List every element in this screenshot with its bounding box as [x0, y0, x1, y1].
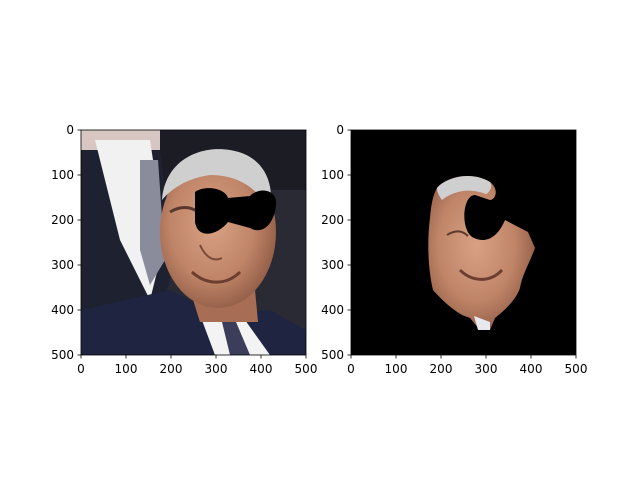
right-y-tick-label: 300 — [321, 258, 344, 272]
right-y-tick-label: 200 — [321, 213, 344, 227]
right-segment — [351, 130, 576, 355]
left-y-tick-label: 0 — [66, 123, 74, 137]
left-x-tick-label: 100 — [115, 362, 138, 376]
right-y-tick-label: 500 — [321, 348, 344, 362]
right-y-tick-label: 0 — [336, 123, 344, 137]
left-x-tick-label: 0 — [77, 362, 85, 376]
left-y-tick-label: 200 — [51, 213, 74, 227]
left-y-tick-label: 400 — [51, 303, 74, 317]
right-x-tick-label: 300 — [475, 362, 498, 376]
left-photo — [81, 130, 306, 355]
left-x-tick-label: 400 — [250, 362, 273, 376]
right-x-tick-label: 500 — [565, 362, 588, 376]
right-x-tick-label: 200 — [430, 362, 453, 376]
right-y-tick-label: 100 — [321, 168, 344, 182]
left-x-tick-label: 200 — [160, 362, 183, 376]
right-frame — [350, 129, 577, 356]
right-x-tick-label: 400 — [520, 362, 543, 376]
left-y-tick-label: 300 — [51, 258, 74, 272]
right-y-tick-label: 400 — [321, 303, 344, 317]
left-x-tick-label: 500 — [295, 362, 318, 376]
left-x-tick-label: 300 — [205, 362, 228, 376]
left-y-tick-label: 500 — [51, 348, 74, 362]
right-x-tick-label: 100 — [385, 362, 408, 376]
left-frame — [80, 129, 307, 356]
right-x-tick-label: 0 — [347, 362, 355, 376]
left-y-tick-label: 100 — [51, 168, 74, 182]
